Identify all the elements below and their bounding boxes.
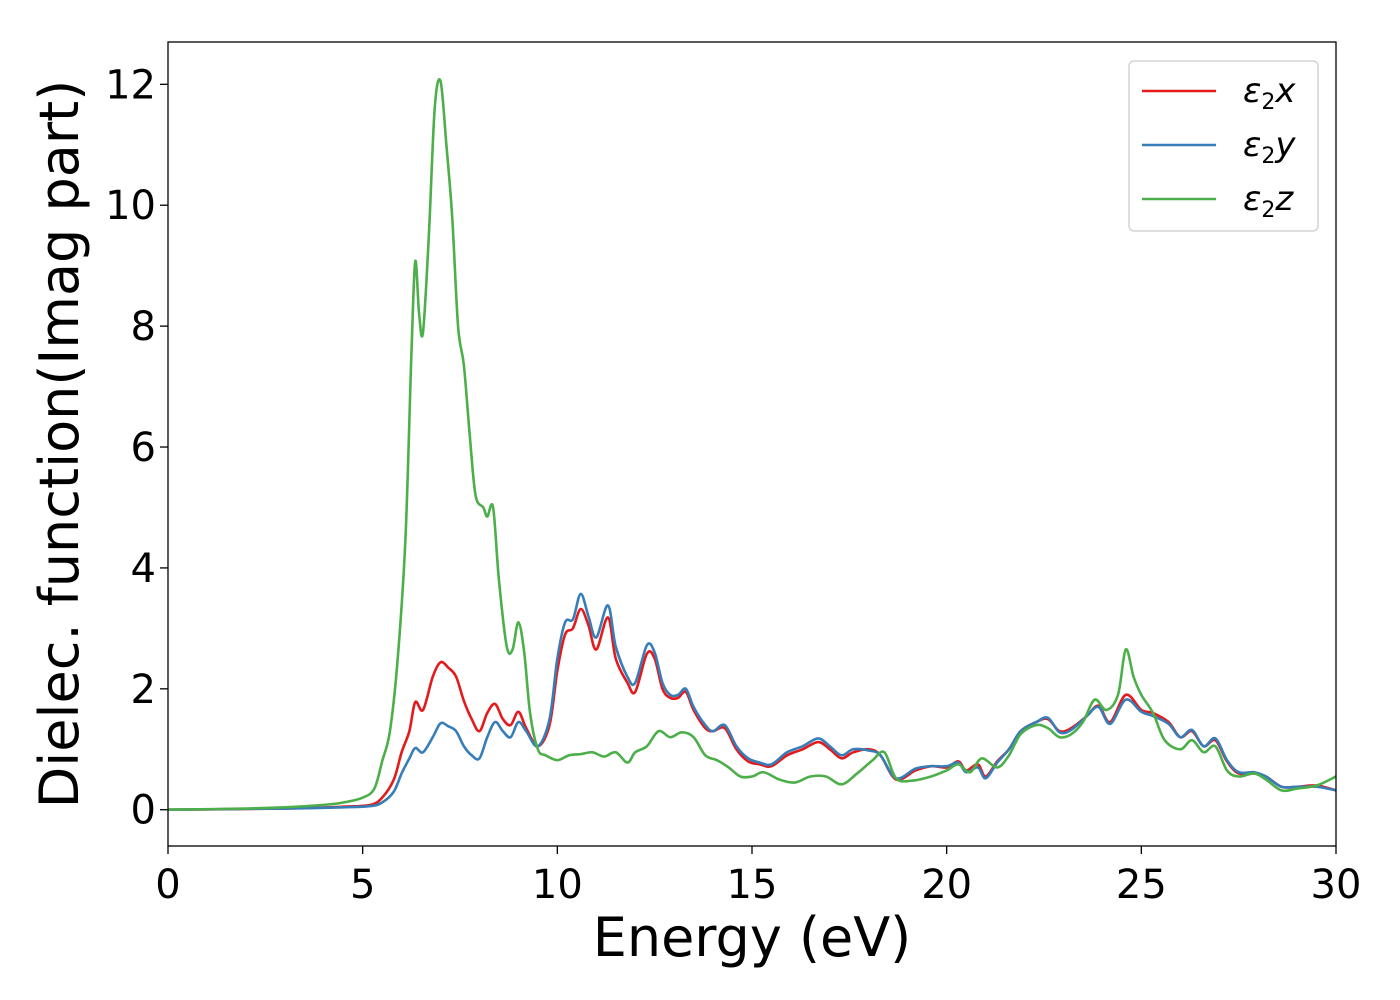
series-line-z [167, 78, 1337, 812]
y-axis-ticks: 0 2 4 6 8 10 12 [105, 62, 168, 834]
y-tick-label: 0 [131, 788, 156, 834]
y-tick-label: 12 [105, 62, 156, 108]
x-tick-label: 15 [727, 862, 778, 908]
y-tick-label: 10 [105, 183, 156, 229]
legend-label: ε2y [1243, 125, 1296, 169]
y-tick-label: 4 [131, 546, 156, 592]
x-tick-label: 25 [1116, 862, 1167, 908]
x-tick-label: 30 [1311, 862, 1362, 908]
y-tick-label: 2 [131, 667, 156, 713]
x-tick-label: 5 [350, 862, 375, 908]
series-line-x [167, 607, 1337, 812]
x-axis-ticks: 0 5 10 15 20 25 30 [155, 846, 1361, 908]
series-layer [167, 78, 1337, 812]
legend-label: ε2x [1243, 71, 1296, 115]
y-axis-label: Dielec. function(Imag part) [28, 80, 91, 809]
y-tick-label: 8 [131, 304, 156, 350]
legend: ε2x ε2y ε2z [1128, 60, 1319, 232]
x-tick-label: 20 [921, 862, 972, 908]
x-tick-label: 0 [155, 862, 180, 908]
series-line-y [167, 592, 1337, 812]
legend-label: ε2z [1243, 179, 1294, 223]
x-axis-label: Energy (eV) [593, 906, 912, 969]
y-tick-label: 6 [131, 425, 156, 471]
x-tick-label: 10 [532, 862, 583, 908]
legend-box [1128, 60, 1319, 232]
